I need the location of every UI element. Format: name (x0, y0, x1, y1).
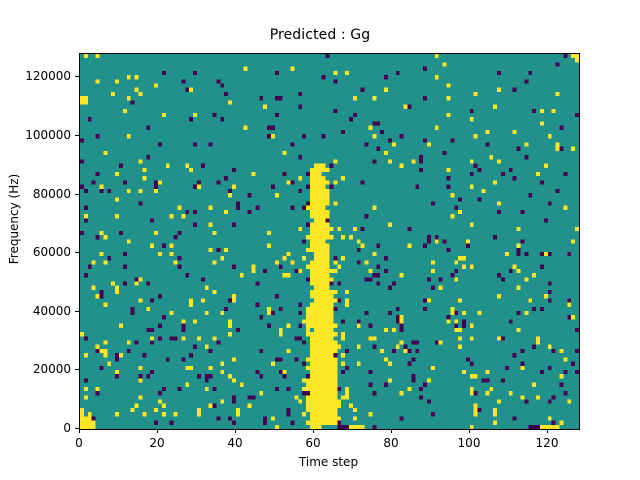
x-tick-label: 20 (149, 436, 165, 450)
heatmap-plot-area (79, 53, 580, 430)
x-tick-label: 100 (457, 436, 481, 450)
x-tick-label: 120 (535, 436, 559, 450)
x-tick-label: 40 (227, 436, 243, 450)
x-tick-label: 80 (383, 436, 399, 450)
y-tick-label: 120000 (25, 69, 71, 83)
y-axis-label: Frequency (Hz) (7, 173, 21, 265)
y-tick-label: 0 (63, 421, 71, 435)
page-title: Predicted : Gg (269, 27, 371, 43)
x-tick-label: 60 (305, 436, 321, 450)
y-tick-label: 20000 (32, 362, 71, 376)
x-axis-label: Time step (298, 455, 359, 469)
heatmap-image (80, 54, 579, 429)
x-tick-label: 0 (75, 436, 83, 450)
